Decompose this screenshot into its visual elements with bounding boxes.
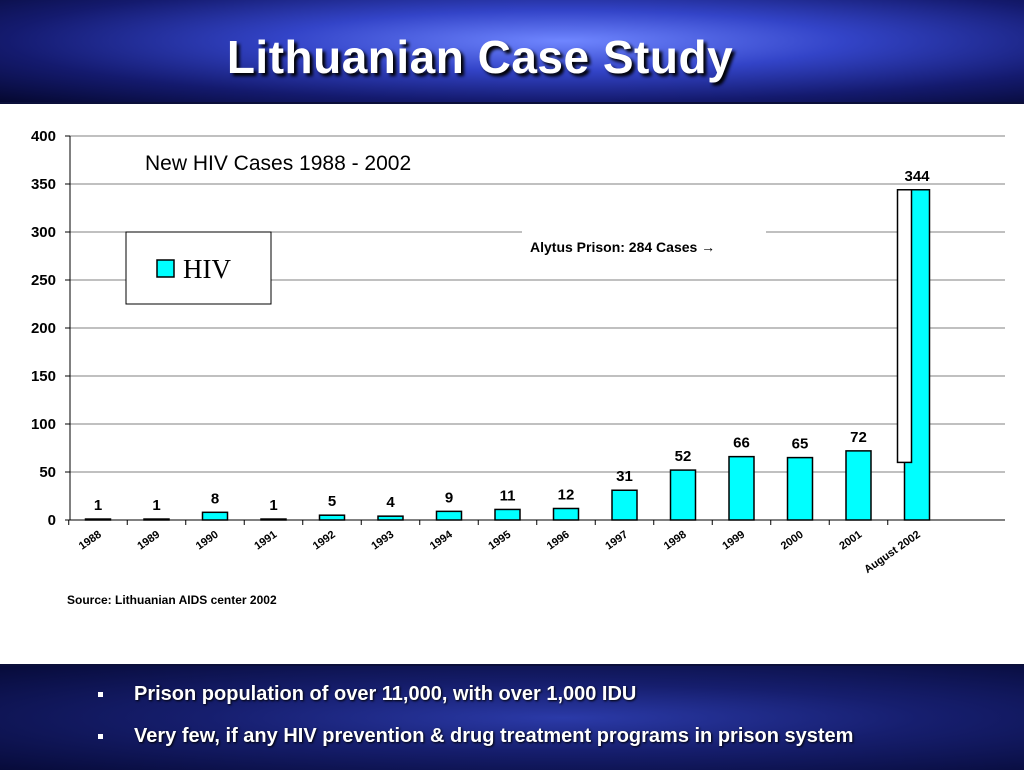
x-tick-label: 1994	[428, 528, 456, 552]
bullet-marker	[98, 734, 103, 739]
data-label: 31	[616, 468, 633, 485]
bullet-prison-population: Prison population of over 11,000, with o…	[98, 682, 998, 706]
x-tick-label: 1993	[369, 529, 396, 553]
bar-1994	[435, 510, 463, 521]
annotation-box	[522, 230, 766, 260]
slide-title: Lithuanian Case Study	[226, 31, 734, 83]
y-tick-label: 250	[31, 272, 56, 289]
bar-1989	[143, 518, 170, 521]
bar-2001	[845, 450, 872, 521]
data-label: 9	[445, 489, 453, 506]
hiv-cases-chart: 0 50 100 150 200 250 300 350 400 1 1988 1 1989 8 1990 1…	[31, 128, 1005, 607]
bar-1999	[728, 455, 755, 521]
source-note: Source: Lithuanian AIDS center 2002	[67, 593, 277, 607]
x-tick-label: August 2002	[862, 529, 922, 576]
bullet-list: Prison population of over 11,000, with o…	[98, 682, 998, 766]
y-tick-label: 400	[31, 128, 56, 145]
y-tick-label: 0	[48, 512, 56, 529]
x-tick-label: 1992	[311, 529, 338, 553]
x-tick-label: 1995	[486, 529, 513, 553]
data-label: 52	[675, 448, 692, 465]
bullets-band	[0, 664, 1024, 770]
x-tick-label: 1997	[603, 529, 630, 553]
data-label: 66	[733, 435, 750, 452]
data-label: 4	[386, 494, 395, 511]
bar-1991	[260, 518, 287, 521]
bar-1997	[611, 489, 638, 521]
x-tick-label: 2000	[779, 529, 806, 553]
legend-box	[125, 231, 272, 305]
x-tick-label: 1989	[135, 529, 162, 553]
chart-title: New HIV Cases 1988 - 2002	[145, 152, 411, 175]
x-tick-label: 1996	[545, 529, 572, 553]
bar-1990	[201, 511, 229, 521]
bullet-marker	[98, 692, 103, 697]
data-label: 65	[792, 436, 809, 453]
annotation-alytus-prison: Alytus Prison: 284 Cases →	[530, 239, 715, 255]
bar-2000	[786, 456, 814, 521]
data-label: 72	[850, 429, 867, 446]
bar-1988	[84, 518, 112, 521]
bar-alytus-prison-subset	[896, 189, 913, 464]
bar-1996	[552, 507, 580, 521]
x-tick-label: 1991	[252, 529, 279, 553]
data-label: 5	[328, 493, 336, 510]
legend-label: HIV	[183, 254, 231, 284]
bar-1992	[318, 514, 346, 521]
x-tick-label: 2001	[837, 529, 864, 553]
x-tick-label: 1990	[194, 529, 221, 553]
bullet-prevention-programs: Very few, if any HIV prevention & drug t…	[98, 724, 998, 748]
y-tick-label: 100	[31, 416, 56, 433]
y-tick-label: 300	[31, 224, 56, 241]
y-tick-label: 200	[31, 320, 56, 337]
data-label: 344	[904, 168, 930, 185]
bar-1995	[494, 508, 521, 521]
bar-1993	[377, 515, 404, 521]
x-tick-label: 1988	[77, 529, 104, 553]
y-tick-label: 350	[31, 176, 56, 193]
bar-1998	[669, 469, 697, 521]
x-tick-label: 1998	[662, 529, 689, 553]
title-band	[0, 0, 1024, 104]
x-tick-label: 1999	[720, 529, 747, 553]
data-label: 11	[500, 487, 516, 504]
data-label: 1	[269, 497, 277, 514]
legend-swatch	[156, 259, 175, 278]
data-label: 8	[211, 490, 219, 507]
y-tick-label: 150	[31, 368, 56, 385]
data-label: 12	[558, 486, 575, 503]
y-tick-label: 50	[39, 464, 56, 481]
data-label: 1	[94, 497, 102, 514]
data-label: 1	[152, 497, 160, 514]
